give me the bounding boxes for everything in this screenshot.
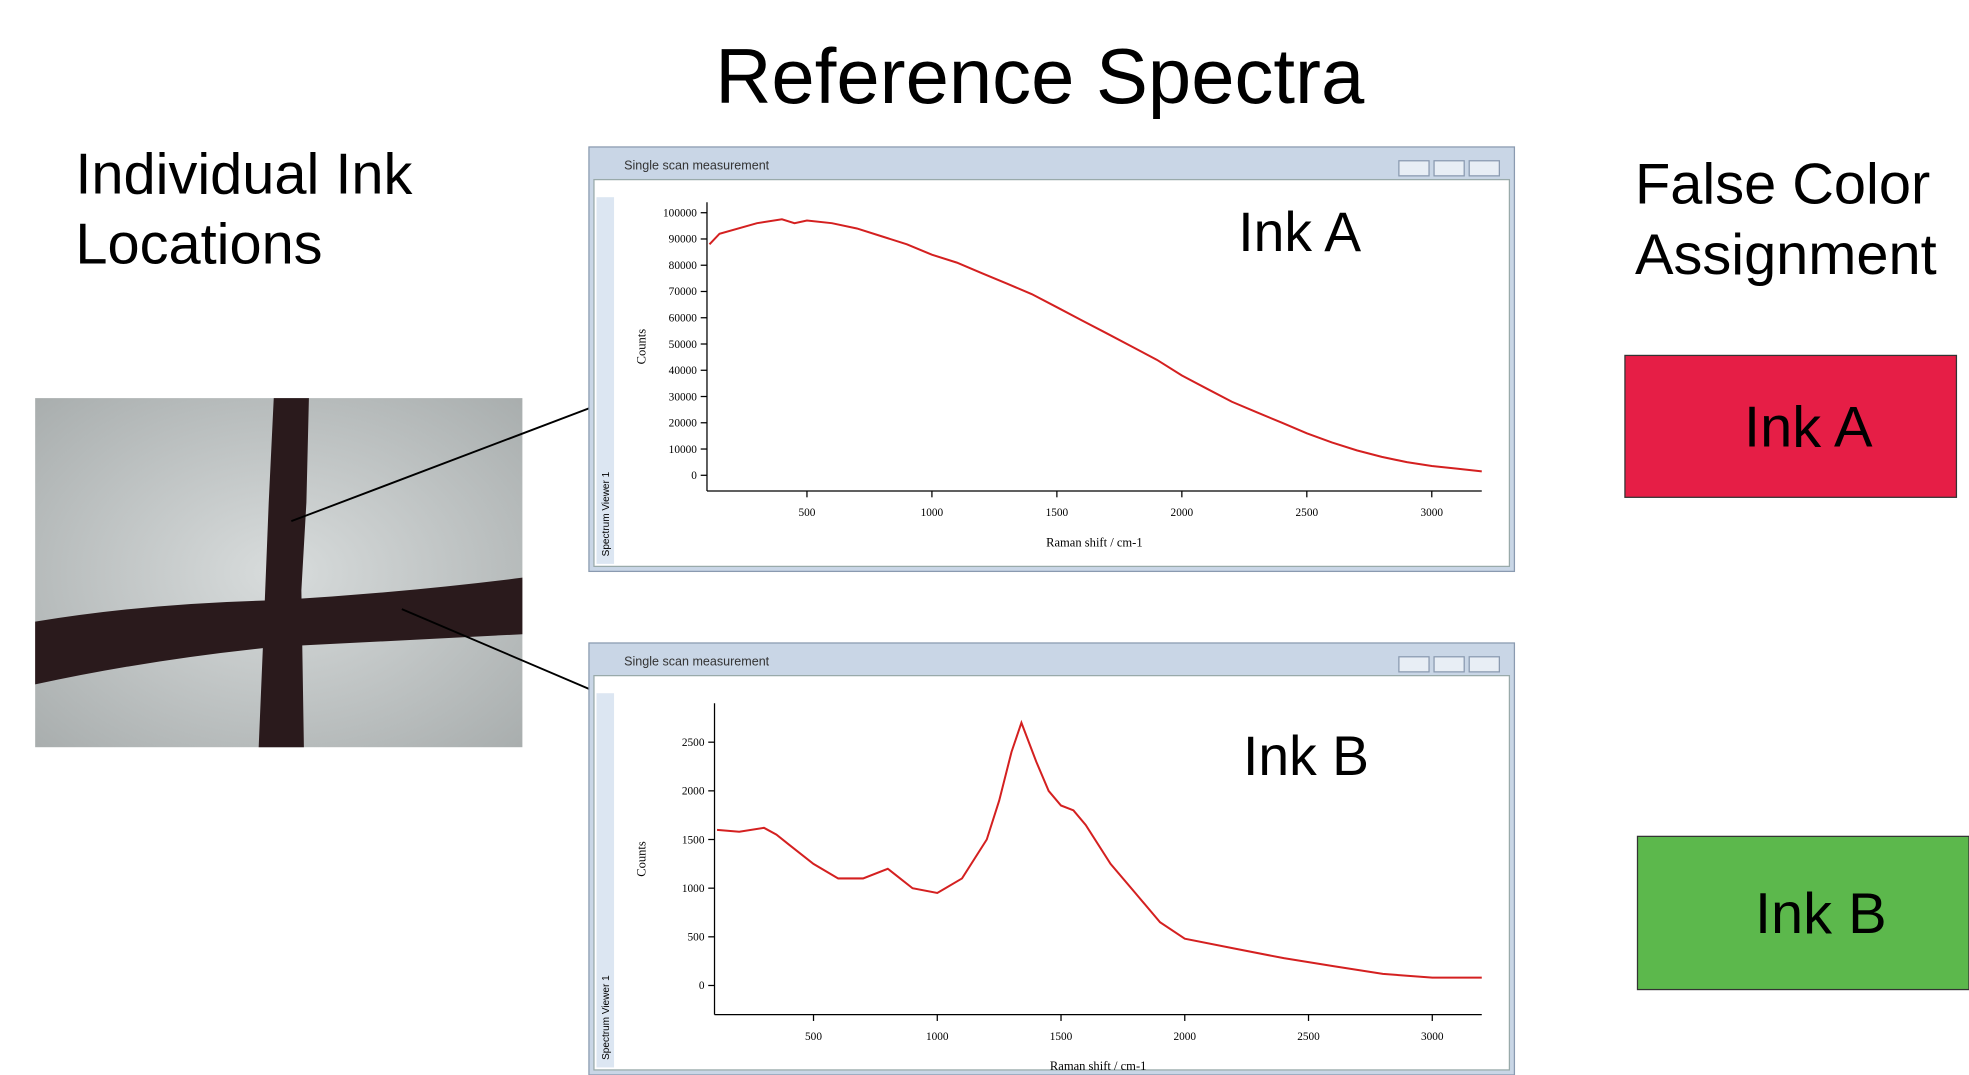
window-button[interactable] (1398, 656, 1430, 673)
y-tick-label: 1500 (682, 834, 705, 846)
y-axis-label: Counts (634, 841, 648, 877)
window-button[interactable] (1433, 656, 1465, 673)
window-title: Single scan measurement (624, 655, 770, 669)
window-body (593, 675, 1511, 1071)
y-tick-label: 500 (688, 932, 705, 944)
x-axis-label: Raman shift / cm-1 (1046, 535, 1143, 549)
y-tick-label: 30000 (669, 391, 698, 403)
side-tab-label: Spectrum Viewer 1 (601, 471, 612, 556)
y-tick-label: 10000 (669, 444, 698, 456)
y-tick-label: 90000 (669, 234, 698, 246)
x-tick-label: 2000 (1173, 1031, 1196, 1043)
y-tick-label: 0 (691, 470, 697, 482)
spectrum-window: Spectrum Viewer 1 Single scan measurement… (588, 642, 1516, 1075)
y-tick-label: 0 (699, 980, 705, 992)
window-button[interactable] (1398, 160, 1430, 177)
ink-photo (35, 398, 523, 748)
chart-annotation: Ink B (1243, 725, 1369, 787)
right-label: False Color (1635, 152, 1930, 216)
assignment-label: Ink B (1755, 882, 1887, 946)
assignment-box (1636, 835, 1969, 991)
y-axis-label: Counts (634, 329, 648, 365)
spectrum-window: Spectrum Viewer 1 Single scan measurement… (588, 146, 1516, 573)
side-tab-label: Spectrum Viewer 1 (601, 975, 612, 1060)
x-tick-label: 500 (805, 1031, 822, 1043)
side-tab (596, 693, 615, 1068)
y-tick-label: 2500 (682, 737, 705, 749)
window-title: Single scan measurement (624, 159, 770, 173)
x-tick-label: 2000 (1171, 507, 1194, 519)
y-tick-label: 100000 (663, 207, 697, 219)
x-tick-label: 500 (798, 507, 815, 519)
assignment-label: Ink A (1744, 395, 1873, 459)
x-tick-label: 3000 (1420, 507, 1443, 519)
x-tick-label: 1500 (1046, 507, 1069, 519)
y-tick-label: 2000 (682, 786, 705, 798)
x-tick-label: 1000 (921, 507, 944, 519)
spectrum-line (708, 218, 1482, 473)
window-button[interactable] (1468, 656, 1500, 673)
slide-title: Reference Spectra (715, 34, 1365, 120)
spectrum-line (716, 719, 1482, 979)
y-tick-label: 60000 (669, 313, 698, 325)
y-tick-label: 40000 (669, 365, 698, 377)
x-axis-label: Raman shift / cm-1 (1050, 1059, 1147, 1073)
right-label: Assignment (1635, 223, 1937, 287)
side-tab (596, 197, 615, 564)
window-button[interactable] (1433, 160, 1465, 177)
x-tick-label: 2500 (1297, 1031, 1320, 1043)
x-tick-label: 1000 (926, 1031, 949, 1043)
window-body (593, 178, 1511, 568)
y-tick-label: 20000 (669, 418, 698, 430)
left-label: Individual Ink (75, 142, 412, 206)
y-tick-label: 80000 (669, 260, 698, 272)
left-label: Locations (75, 213, 322, 277)
chart-annotation: Ink A (1238, 201, 1361, 263)
y-tick-label: 70000 (669, 286, 698, 298)
x-tick-label: 1500 (1050, 1031, 1073, 1043)
x-tick-label: 3000 (1421, 1031, 1444, 1043)
y-tick-label: 50000 (669, 339, 698, 351)
x-tick-label: 2500 (1296, 507, 1319, 519)
assignment-box (1624, 354, 1958, 498)
y-tick-label: 1000 (682, 883, 705, 895)
window-button[interactable] (1468, 160, 1500, 177)
